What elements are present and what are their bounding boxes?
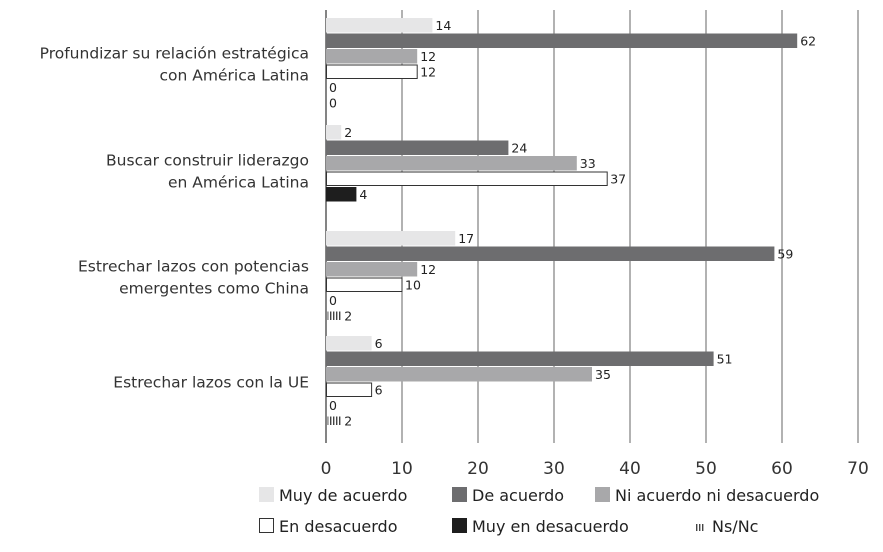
x-tick-label-30: 30 <box>543 459 565 479</box>
value-label-muy-de-acuerdo-4: 6 <box>375 336 383 351</box>
category-label-3: Estrechar lazos con potencias emergentes … <box>78 258 309 298</box>
value-label-de-acuerdo-2: 24 <box>511 141 527 156</box>
value-label-muy-de-acuerdo-2: 2 <box>344 125 352 140</box>
bar-en-desacuerdo-2 <box>326 171 608 186</box>
value-label-muy-en-desacuerdo-4: 0 <box>329 398 337 413</box>
legend-label-ns-nc: Ns/Nc <box>712 517 758 536</box>
bar-en-desacuerdo-1 <box>326 64 418 79</box>
value-label-ns-nc-3: 2 <box>344 309 352 324</box>
value-label-de-acuerdo-4: 51 <box>717 352 733 367</box>
value-label-ni-acuerdo-ni-desacuerdo-2: 33 <box>580 156 596 171</box>
bar-ni-acuerdo-ni-desacuerdo-2 <box>326 156 577 171</box>
value-label-de-acuerdo-3: 59 <box>777 247 793 262</box>
value-label-muy-en-desacuerdo-1: 0 <box>329 80 337 95</box>
x-tick-label-70: 70 <box>847 459 869 479</box>
value-label-de-acuerdo-1: 62 <box>800 34 816 49</box>
x-tick-label-50: 50 <box>695 459 717 479</box>
x-tick-label-60: 60 <box>771 459 793 479</box>
bar-en-desacuerdo-4 <box>326 382 373 397</box>
bar-muy-en-desacuerdo-2 <box>326 187 357 202</box>
legend-swatch-de-acuerdo <box>452 487 467 502</box>
value-label-ns-nc-1: 0 <box>329 96 337 111</box>
legend-item-ni-acuerdo-ni-desacuerdo: Ni acuerdo ni desacuerdo <box>595 486 819 505</box>
bar-de-acuerdo-2 <box>326 140 509 155</box>
legend-label-muy-en-desacuerdo: Muy en desacuerdo <box>472 517 629 536</box>
x-tick-label-10: 10 <box>391 459 413 479</box>
legend-label-muy-de-acuerdo: Muy de acuerdo <box>279 486 407 505</box>
bar-muy-de-acuerdo-3 <box>326 231 456 246</box>
value-label-muy-en-desacuerdo-3: 0 <box>329 293 337 308</box>
legend-swatch-en-desacuerdo <box>259 518 274 533</box>
bar-de-acuerdo-3 <box>326 246 775 261</box>
x-axis: 0 10 20 30 40 50 60 70 <box>321 459 869 479</box>
value-label-en-desacuerdo-2: 37 <box>610 172 626 187</box>
value-label-ns-nc-4: 2 <box>344 414 352 429</box>
bar-muy-de-acuerdo-1 <box>326 18 433 33</box>
legend-item-en-desacuerdo: En desacuerdo <box>259 517 398 536</box>
legend-label-en-desacuerdo: En desacuerdo <box>279 517 398 536</box>
value-label-en-desacuerdo-1: 12 <box>420 65 436 80</box>
bar-de-acuerdo-4 <box>326 351 714 366</box>
value-label-en-desacuerdo-3: 10 <box>405 278 421 293</box>
legend-label-ni-acuerdo-ni-desacuerdo: Ni acuerdo ni desacuerdo <box>615 486 819 505</box>
value-label-muy-de-acuerdo-3: 17 <box>458 231 474 246</box>
x-tick-label-0: 0 <box>321 459 332 479</box>
category-labels: Profundizar su relación estratégica con A… <box>40 45 309 392</box>
value-label-en-desacuerdo-4: 6 <box>375 383 383 398</box>
bar-ni-acuerdo-ni-desacuerdo-3 <box>326 262 418 277</box>
bar-muy-de-acuerdo-2 <box>326 125 342 140</box>
x-tick-label-40: 40 <box>619 459 641 479</box>
bar-de-acuerdo-1 <box>326 33 798 48</box>
value-label-ni-acuerdo-ni-desacuerdo-1: 12 <box>420 49 436 64</box>
legend-item-ns-nc: Ns/Nc <box>696 517 758 536</box>
value-label-ni-acuerdo-ni-desacuerdo-4: 35 <box>595 367 611 382</box>
legend: Muy de acuerdo De acuerdo Ni acuerdo ni de… <box>259 486 819 536</box>
legend-swatch-muy-en-desacuerdo <box>452 518 467 533</box>
legend-label-de-acuerdo: De acuerdo <box>472 486 564 505</box>
legend-swatch-muy-de-acuerdo <box>259 487 274 502</box>
bar-ni-acuerdo-ni-desacuerdo-4 <box>326 367 592 382</box>
legend-item-muy-en-desacuerdo: Muy en desacuerdo <box>452 517 629 536</box>
value-label-muy-de-acuerdo-1: 14 <box>435 18 451 33</box>
bar-ns-nc-4 <box>327 416 342 425</box>
bars <box>326 18 798 425</box>
legend-item-muy-de-acuerdo: Muy de acuerdo <box>259 486 407 505</box>
bar-muy-de-acuerdo-4 <box>326 336 372 351</box>
legend-swatch-ns-nc <box>696 524 704 531</box>
category-label-2: Buscar construir liderazgo en América Lat… <box>106 152 309 192</box>
category-label-1: Profundizar su relación estratégica con A… <box>40 45 309 85</box>
x-tick-label-20: 20 <box>467 459 489 479</box>
bar-en-desacuerdo-3 <box>326 277 403 292</box>
value-label-muy-en-desacuerdo-2: 4 <box>359 187 367 202</box>
legend-item-de-acuerdo: De acuerdo <box>452 486 564 505</box>
bar-ns-nc-3 <box>327 311 342 320</box>
bar-ni-acuerdo-ni-desacuerdo-1 <box>326 49 418 64</box>
value-label-ni-acuerdo-ni-desacuerdo-3: 12 <box>420 262 436 277</box>
legend-swatch-ni-acuerdo-ni-desacuerdo <box>595 487 610 502</box>
category-label-4: Estrechar lazos con la UE <box>113 374 309 392</box>
